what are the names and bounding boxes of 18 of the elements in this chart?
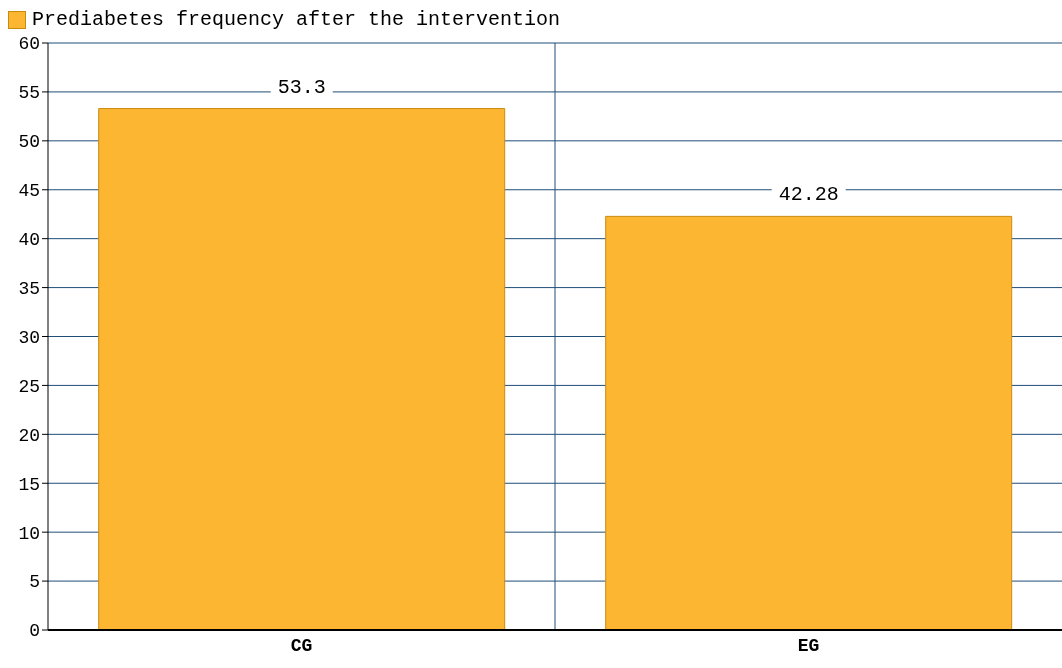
y-tick-label: 25	[18, 376, 40, 397]
y-tick-label: 60	[18, 34, 40, 55]
y-tick-label: 15	[18, 474, 40, 495]
y-tick-label: 55	[18, 83, 40, 104]
y-tick-label: 35	[18, 278, 40, 299]
y-tick-label: 10	[18, 523, 40, 544]
y-tick-label: 0	[29, 621, 40, 642]
y-tick-label: 40	[18, 230, 40, 251]
y-tick-label: 45	[18, 181, 40, 202]
x-tick-label: EG	[797, 635, 820, 656]
data-label: 42.28	[778, 183, 839, 207]
y-tick-label: 50	[18, 132, 40, 153]
data-label: 53.3	[277, 75, 326, 99]
legend-label: Prediabetes frequency after the intervention	[32, 8, 561, 31]
y-tick-label: 20	[18, 425, 40, 446]
y-tick-label: 5	[29, 572, 40, 593]
x-tick-label: CG	[290, 635, 313, 656]
y-tick-label: 30	[18, 327, 40, 348]
